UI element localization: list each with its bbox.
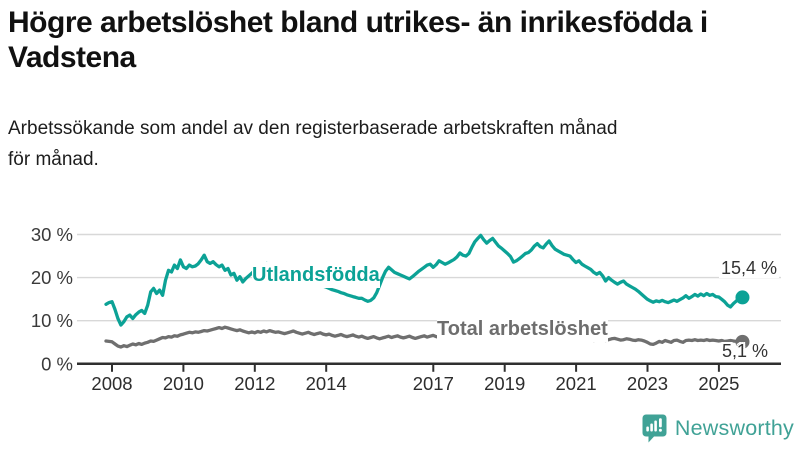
y-axis-tick-label: 30 % [31,224,73,245]
x-axis-tick-label: 2025 [698,373,739,394]
total-value-label: 5,1 % [722,341,769,361]
x-axis-tick-label: 2010 [163,373,204,394]
total-end-dot [735,334,750,349]
utlandsfodda-end-dot [735,290,750,305]
y-axis-tick-label: 0 % [41,353,73,374]
utlandsfodda-line [104,233,742,327]
x-axis-tick-label: 2014 [306,373,347,394]
newsworthy-logo-text: Newsworthy [674,416,794,440]
x-axis-tick-label: 2008 [91,373,132,394]
y-axis-tick-label: 20 % [31,267,73,288]
chart-subtitle-line2: för månad. [8,149,99,170]
line-chart: 30 % 20 % 10 % 0 % 2008 2010 2012 2014 2017 2019 2… [31,224,781,394]
total-line [104,325,742,349]
x-axis-tick-label: 2012 [234,373,275,394]
chart-title-line1: Högre arbetslöshet bland utrikes- än inr… [8,6,708,39]
utlandsfodda-value-label: 15,4 % [719,258,780,278]
newsworthy-logo[interactable]: Newsworthy [642,414,794,443]
utlandsfodda-label: Utlandsfödda [252,262,380,288]
x-axis-tick-label: 2021 [556,373,597,394]
total-label: Total arbetslöshet [437,316,608,342]
chart-subtitle-line1: Arbetssökande som andel av den registerb… [8,118,618,139]
x-axis-tick-label: 2019 [484,373,525,394]
y-axis-tick-label: 10 % [31,310,73,331]
chart-title: Högre arbetslöshet bland utrikes- än inr… [8,5,796,75]
x-axis-tick-label: 2023 [627,373,668,394]
chart-speech-bubble-icon [642,414,667,443]
x-axis-tick-label: 2017 [413,373,454,394]
chart-title-line2: Vadstena [8,41,136,74]
chart-subtitle: Arbetssökande som andel av den registerb… [8,113,796,175]
